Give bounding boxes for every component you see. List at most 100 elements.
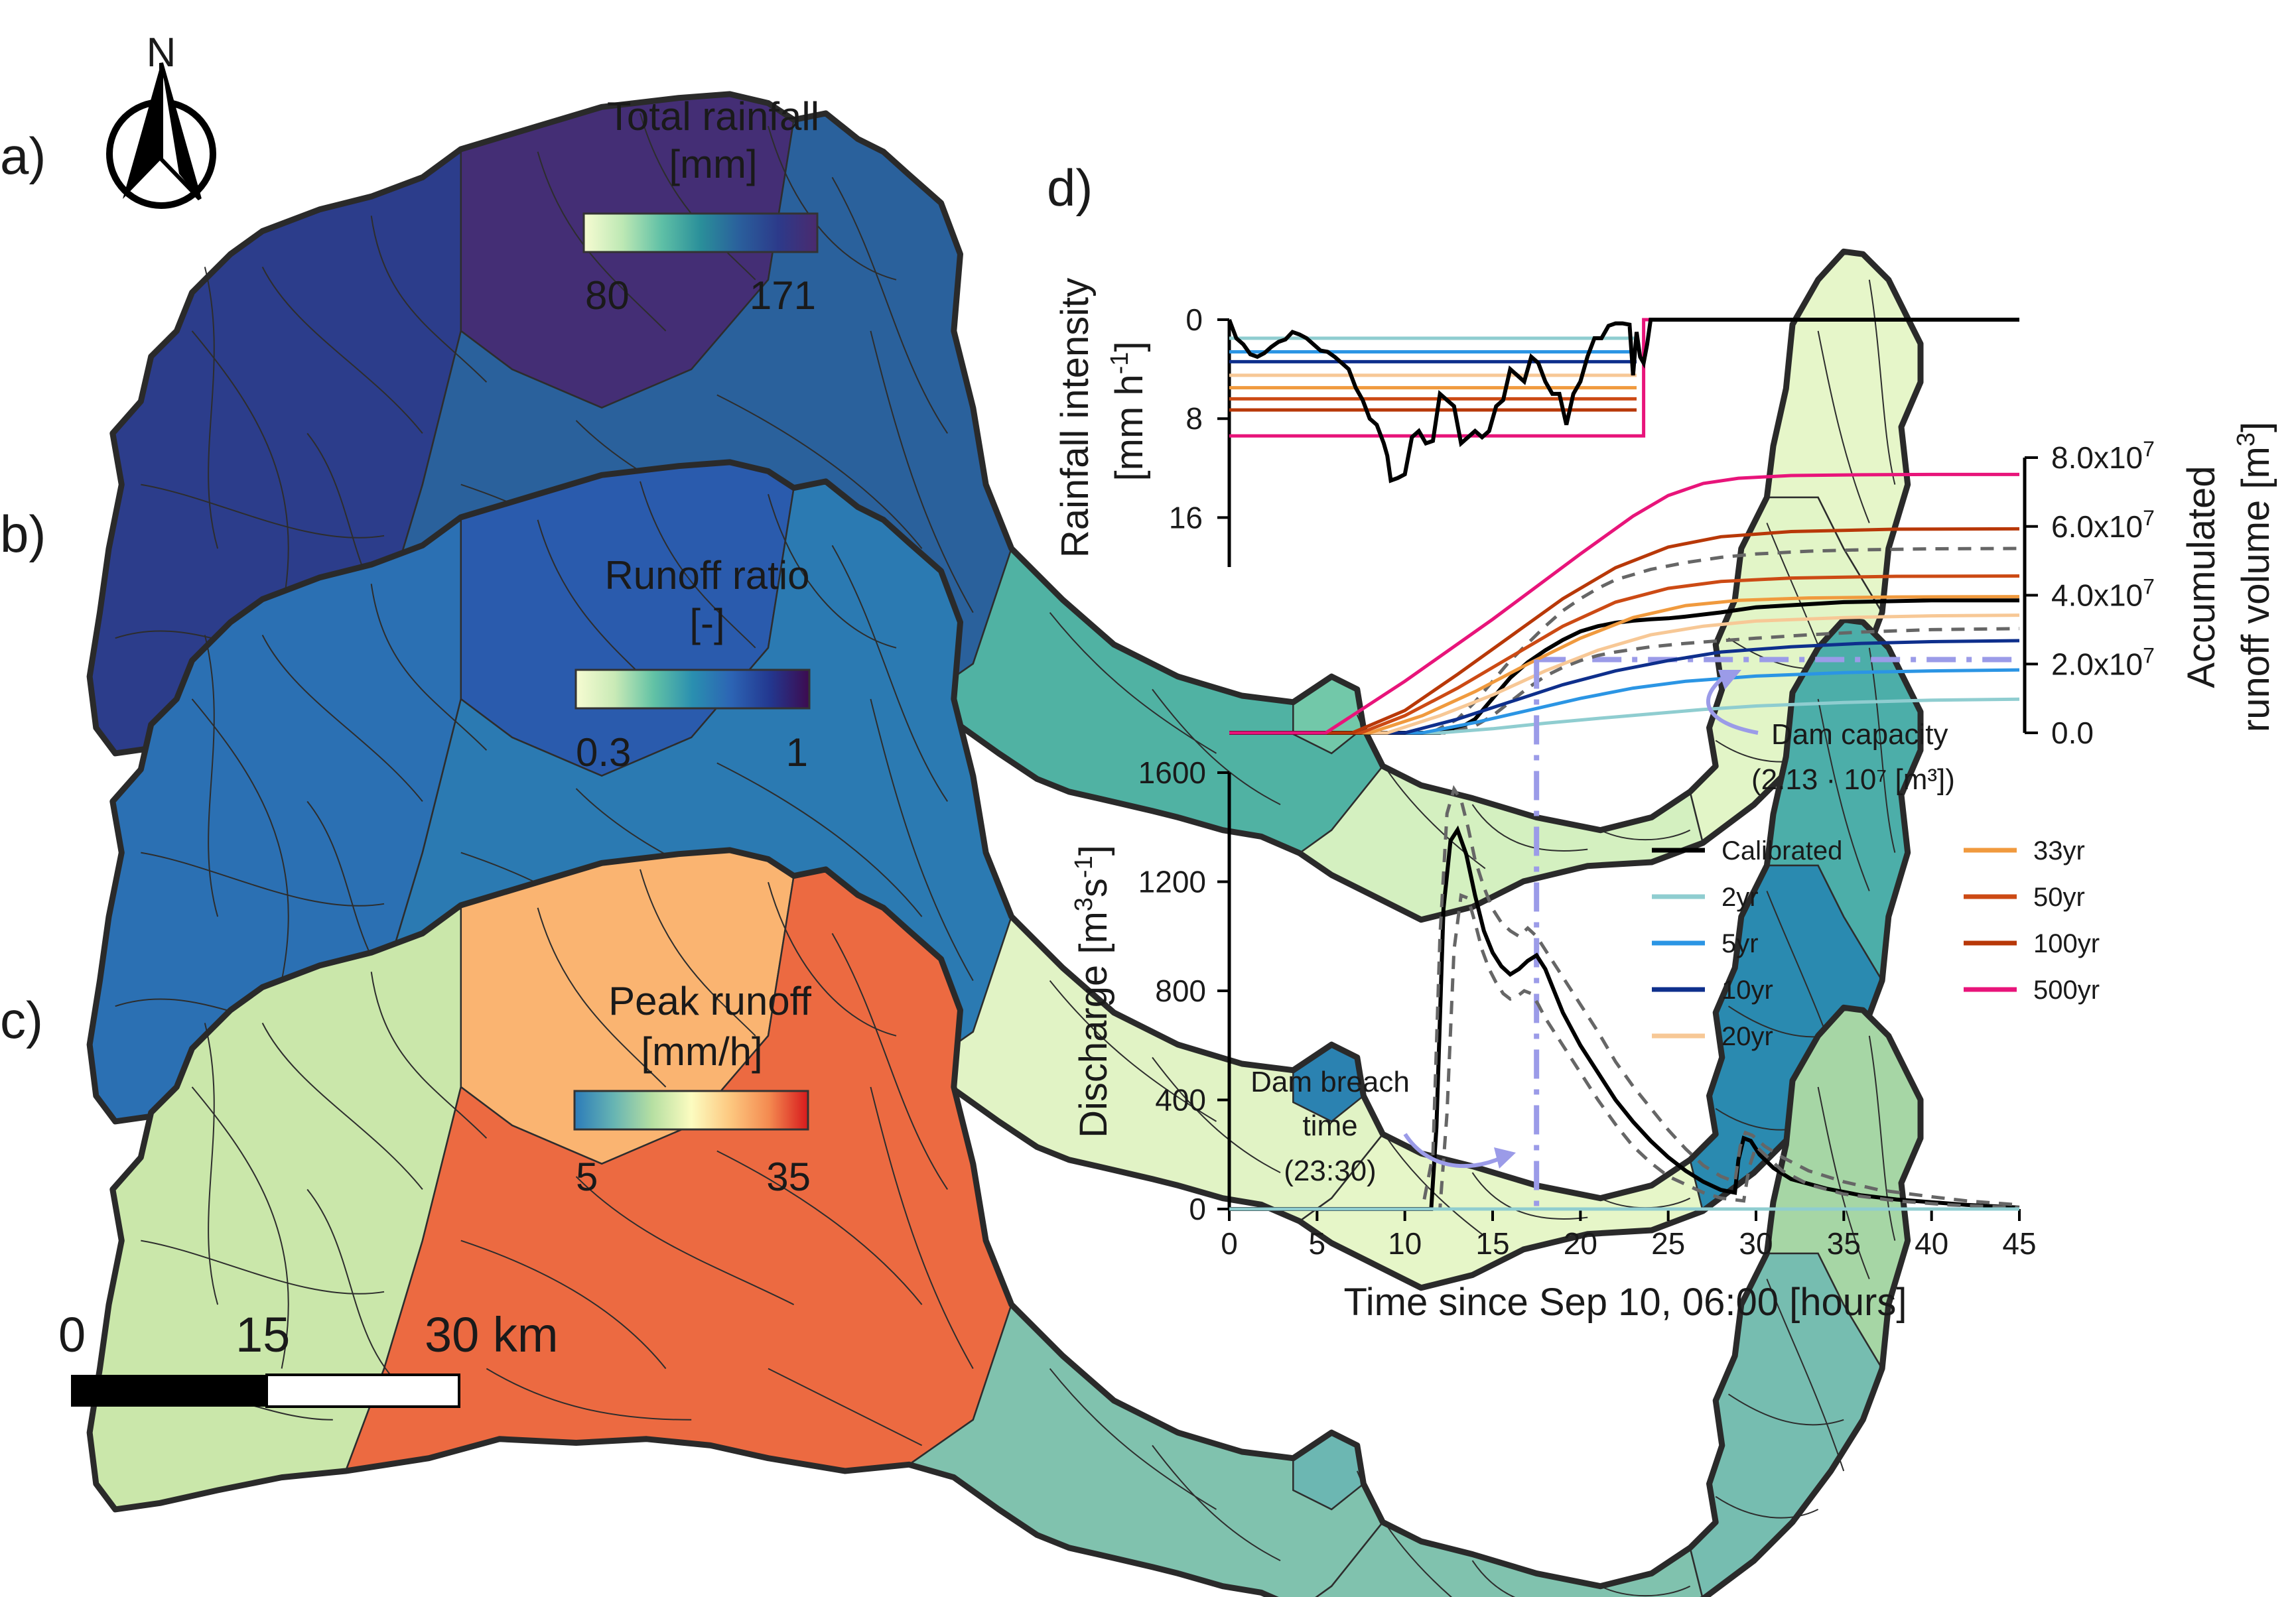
north-arrow-icon: N — [106, 30, 216, 209]
subcatchment-line — [191, 1086, 289, 1369]
dam-capacity-annotation: Dam capacity (2.13 · 10⁷ [m³]) — [1706, 670, 1955, 796]
volume-ytick-label: 4.0x107 — [2051, 575, 2155, 613]
discharge-ytick-label: 400 — [1155, 1083, 1206, 1118]
subcatchment-line — [831, 544, 949, 802]
subcatchment-line — [870, 1086, 974, 1370]
panel-label-b: b) — [0, 505, 46, 563]
subcatchment-line — [1727, 1393, 1844, 1426]
volume-series-5yr — [1229, 668, 2020, 735]
discharge-ylabel-unit: Discharge [m — [1072, 911, 1115, 1138]
discharge-ylabel-mid: s — [1072, 878, 1115, 897]
discharge-xtick-label: 15 — [1475, 1226, 1509, 1261]
volume-ylabel-sup: 3 — [2232, 432, 2260, 446]
volume-ytick-label: 0.0 — [2051, 716, 2094, 750]
discharge-xtick-label: 30 — [1739, 1226, 1773, 1261]
colorbar-title-line1: Peak runoff — [608, 979, 811, 1023]
discharge-ytick-label: 800 — [1155, 974, 1206, 1008]
discharge-xtick-label: 40 — [1915, 1226, 1948, 1261]
subcatchment-line — [1049, 611, 1217, 754]
chart-rainfall-and-volume: 0 8 16 0.0 2.0x107 4.0x107 6.0x107 8.0x107 — [1169, 302, 2155, 750]
dam-breach-line3: (23:30) — [1284, 1155, 1376, 1187]
colorbar-title-line2: [mm/h] — [641, 1029, 762, 1074]
colorbar-title-line1: Total rainfall — [607, 94, 819, 139]
rain-ytick-label: 8 — [1185, 401, 1203, 436]
colorbar-total-rainfall: Total rainfall [mm] 80 171 — [582, 94, 819, 318]
rain-ytick-label: 0 — [1185, 302, 1203, 337]
discharge-xtick-label: 20 — [1564, 1226, 1597, 1261]
discharge-xtick-label: 45 — [2002, 1226, 2036, 1261]
colorbar-gradient — [582, 212, 819, 253]
discharge-series-Calibrated — [1229, 825, 2020, 1211]
scale-label-15: 15 — [236, 1307, 290, 1362]
colorbar-max-label: 171 — [750, 273, 816, 318]
colorbar-title-line1: Runoff ratio — [604, 553, 809, 598]
scale-label-30: 30 km — [425, 1307, 559, 1362]
discharge-xtick-label: 10 — [1388, 1226, 1422, 1261]
map-peak-runoff — [86, 847, 1924, 1597]
volume-ylabel-line2: runoff volume [m3] — [2232, 422, 2277, 732]
colorbar-title-line2: [-] — [689, 601, 724, 645]
subcatchment-line — [204, 1023, 219, 1305]
dam-capacity-arrow — [1706, 674, 1759, 735]
subcatchment-line — [1868, 279, 1896, 485]
legend-label-20yr: 20yr — [1722, 1022, 1773, 1051]
subcatchment-line — [870, 698, 974, 982]
dam-breach-arrowhead — [1494, 1147, 1516, 1169]
subcatchment-line — [1600, 829, 1691, 841]
subcatchment-line — [1817, 1086, 1870, 1279]
colorbar-min-label: 5 — [576, 1155, 598, 1199]
discharge-ytick-label: 1600 — [1138, 755, 1206, 790]
subcatchment-line — [768, 1368, 923, 1446]
legend-label-2yr: 2yr — [1722, 883, 1759, 912]
rain-ytick-label: 16 — [1169, 500, 1203, 535]
volume-series-100yr — [1229, 527, 2020, 735]
discharge-ylabel: Discharge [m3s-1] — [1070, 845, 1115, 1138]
subcatchment-line — [575, 1176, 795, 1305]
legend-label-Calibrated: Calibrated — [1722, 836, 1842, 865]
subcatchment-line — [1766, 1279, 1845, 1472]
scale-segment-black — [71, 1375, 267, 1407]
subcatchment-line — [370, 584, 488, 751]
subcatchment-line — [1152, 1444, 1281, 1561]
volume-series-Calibrated lower bound — [1229, 627, 2020, 735]
legend-label-33yr: 33yr — [2033, 836, 2085, 865]
legend-label-10yr: 10yr — [1722, 976, 1773, 1005]
subcatchment-line — [640, 869, 756, 1037]
subcatchment-line — [261, 1023, 423, 1190]
discharge-ylabel-sup2: -1 — [1070, 856, 1098, 878]
volume-series-500yr — [1229, 472, 2019, 735]
discharge-xtick-label: 35 — [1827, 1226, 1861, 1261]
subcatchment-line — [486, 1368, 692, 1421]
scale-segment-white — [265, 1373, 460, 1408]
chart-discharge: 0 400 800 1200 1600 0 5 10 15 20 25 30 35 40 45 — [1138, 659, 2037, 1261]
dam-capacity-line2: (2.13 · 10⁷ [m³]) — [1751, 763, 1955, 796]
panel-label-d: d) — [1047, 159, 1093, 217]
subcatchment-line — [537, 907, 667, 1088]
volume-ylabel-end: ] — [2234, 422, 2277, 432]
discharge-ytick-label: 0 — [1189, 1192, 1206, 1226]
volume-series-20yr — [1229, 613, 2020, 735]
colorbar-min-label: 80 — [585, 273, 630, 318]
rain-ylabel-line2: [mm h-1] — [1106, 341, 1151, 481]
subcatchment-line — [1868, 647, 1896, 853]
subcatchment-line — [261, 267, 423, 434]
volume-ytick-label: 6.0x107 — [2051, 506, 2155, 544]
discharge-ytick-label: 1200 — [1138, 865, 1206, 899]
scale-bar: 0 15 30 km — [58, 1307, 559, 1408]
rain-ylabel: Rainfall intensity [mm h-1] — [1053, 278, 1151, 558]
discharge-ylabel-text: Discharge [m3s-1] — [1070, 845, 1115, 1138]
subcatchment-line — [204, 635, 219, 917]
rain-ylabel-end: ] — [1108, 341, 1151, 351]
rain-series-Calibrated — [1227, 318, 2019, 483]
discharge-series-Calibrated upper bound — [1229, 785, 2020, 1211]
colorbar-runoff-ratio: Runoff ratio [-] 0.3 1 — [574, 553, 811, 775]
volume-ylabel: Accumulated runoff volume [m3] — [2180, 422, 2277, 732]
subcatchment-line — [1868, 1035, 1896, 1241]
subcatchment-line — [831, 932, 949, 1190]
discharge-ylabel-sup1: 3 — [1070, 897, 1098, 911]
subcatchment-line — [1049, 980, 1217, 1122]
legend-label-100yr: 100yr — [2033, 929, 2100, 958]
discharge-xtick-label: 5 — [1309, 1226, 1326, 1261]
discharge-ylabel-end: ] — [1072, 845, 1115, 856]
